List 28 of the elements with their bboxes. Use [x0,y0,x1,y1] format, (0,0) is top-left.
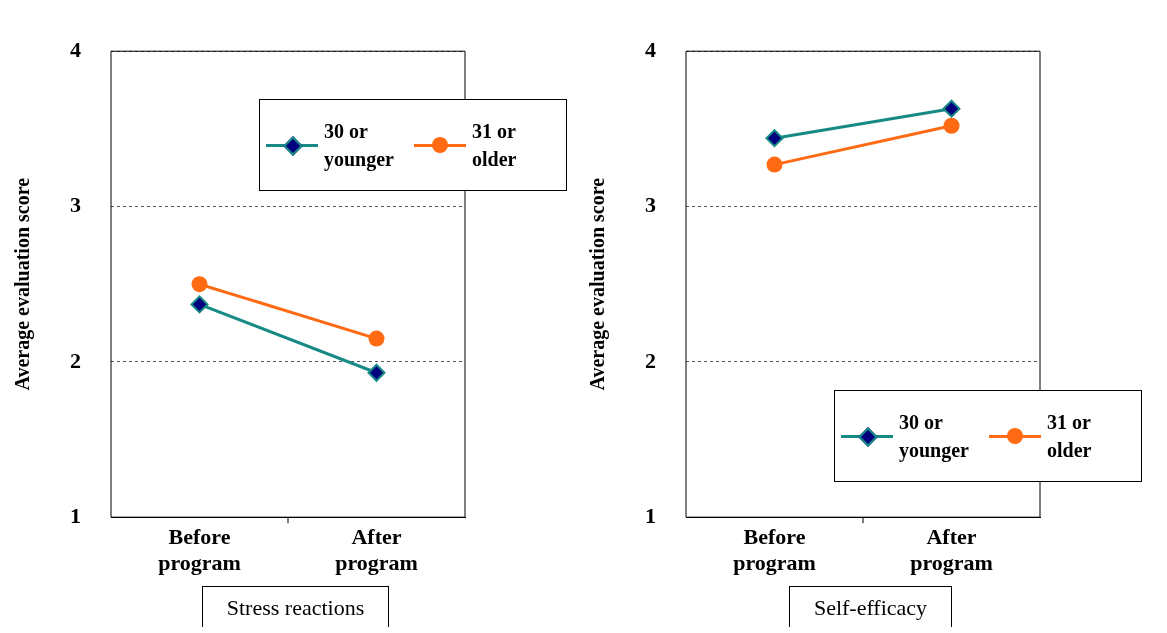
y-tick-label: 2 [645,347,656,373]
y-tick-label: 4 [70,36,81,62]
legend-label: 30 or younger [324,119,395,173]
point [765,129,784,148]
y-tick-label: 4 [645,36,656,62]
y-tick-label: 3 [645,192,656,218]
legend-label: 31 or older [1047,410,1093,464]
legend-label: 30 or younger [899,410,970,464]
text: Self-efficacy [788,586,953,627]
y-tick-label: 1 [645,502,656,528]
y-tick-label: 2 [70,347,81,373]
point [368,330,385,347]
y-tick-label: 1 [70,502,81,528]
y-tick-label: 3 [70,192,81,218]
y-axis-title: Average evaluation score [586,177,610,391]
point [943,117,960,134]
point [942,99,961,118]
point [190,295,209,314]
x-tick-label: Before program [158,524,241,576]
point [367,363,386,382]
point [766,156,783,173]
point [191,276,208,293]
legend-label: 31 or older [472,119,518,173]
text: Stress reactions [201,586,390,627]
y-axis-title: Average evaluation score [11,177,35,391]
x-tick-label: Before program [733,524,816,576]
x-tick-label: After program [910,524,993,576]
x-tick-label: After program [335,524,418,576]
